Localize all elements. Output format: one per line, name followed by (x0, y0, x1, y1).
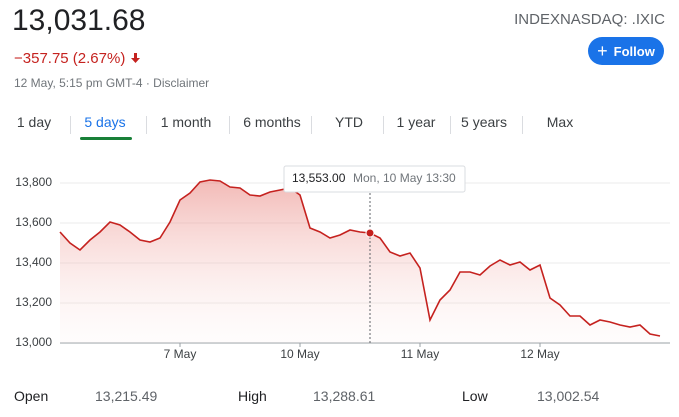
range-tab[interactable]: 5 days (84, 114, 126, 130)
range-tab[interactable]: 6 months (243, 114, 301, 130)
tab-separator (69, 116, 71, 134)
y-tick-label: 13,400 (15, 255, 52, 269)
stat-label: Low (462, 388, 488, 404)
tab-separator (145, 116, 147, 134)
range-tabs: 1 day 5 days 1 month 6 months YTD 1 year 5 yea… (0, 110, 679, 140)
ticker: INDEXNASDAQ: .IXIC (514, 11, 665, 28)
area (60, 180, 660, 343)
range-tab[interactable]: 5 years (461, 114, 507, 130)
tab-separator (229, 116, 230, 134)
tab-separator (522, 116, 523, 134)
range-tab[interactable]: 1 day (16, 114, 52, 130)
x-tick-label: 7 May (164, 347, 197, 361)
x-tick-label: 12 May (520, 347, 559, 361)
range-tab[interactable]: YTD (335, 114, 363, 130)
tab-separator (382, 116, 384, 134)
x-tick-label: 11 May (401, 347, 439, 361)
down-arrow (130, 53, 140, 63)
y-tick-label: 13,800 (15, 175, 52, 189)
hover-dot (365, 228, 375, 238)
price-change: −357.75 (2.67%) (14, 50, 141, 67)
follow-button[interactable]: + Follow (588, 37, 664, 65)
change-text: −357.75 (2.67%) (14, 50, 126, 67)
tab-separator (310, 116, 312, 134)
stat-value: 13,288.61 (313, 388, 376, 404)
timestamp: 12 May, 5:15 pm GMT-4 · Disclaimer (14, 76, 210, 90)
price: 13,031.68 (12, 4, 146, 37)
stat-value: 13,002.54 (537, 388, 600, 404)
x-tick-label: 10 May (280, 347, 319, 361)
follow-text: Follow (613, 43, 655, 59)
tab-separator (450, 116, 451, 134)
tooltip-price: 13,553.00 (292, 171, 346, 185)
y-tick-label: 13,600 (15, 215, 52, 229)
stat-label: Open (14, 388, 49, 404)
selected-underline (80, 137, 132, 140)
price-line (59, 179, 661, 337)
y-tick-label: 13,000 (15, 335, 52, 349)
range-tab[interactable]: 1 month (160, 114, 212, 130)
y-tick-label: 13,200 (15, 295, 52, 309)
tooltip-time: Mon, 10 May 13:30 (353, 171, 456, 185)
stat-value: 13,215.49 (95, 388, 158, 404)
tooltip-box (283, 165, 466, 193)
stat-label: High (238, 388, 267, 404)
range-tab[interactable]: 1 year (396, 114, 436, 130)
range-tab[interactable]: Max (546, 114, 574, 130)
